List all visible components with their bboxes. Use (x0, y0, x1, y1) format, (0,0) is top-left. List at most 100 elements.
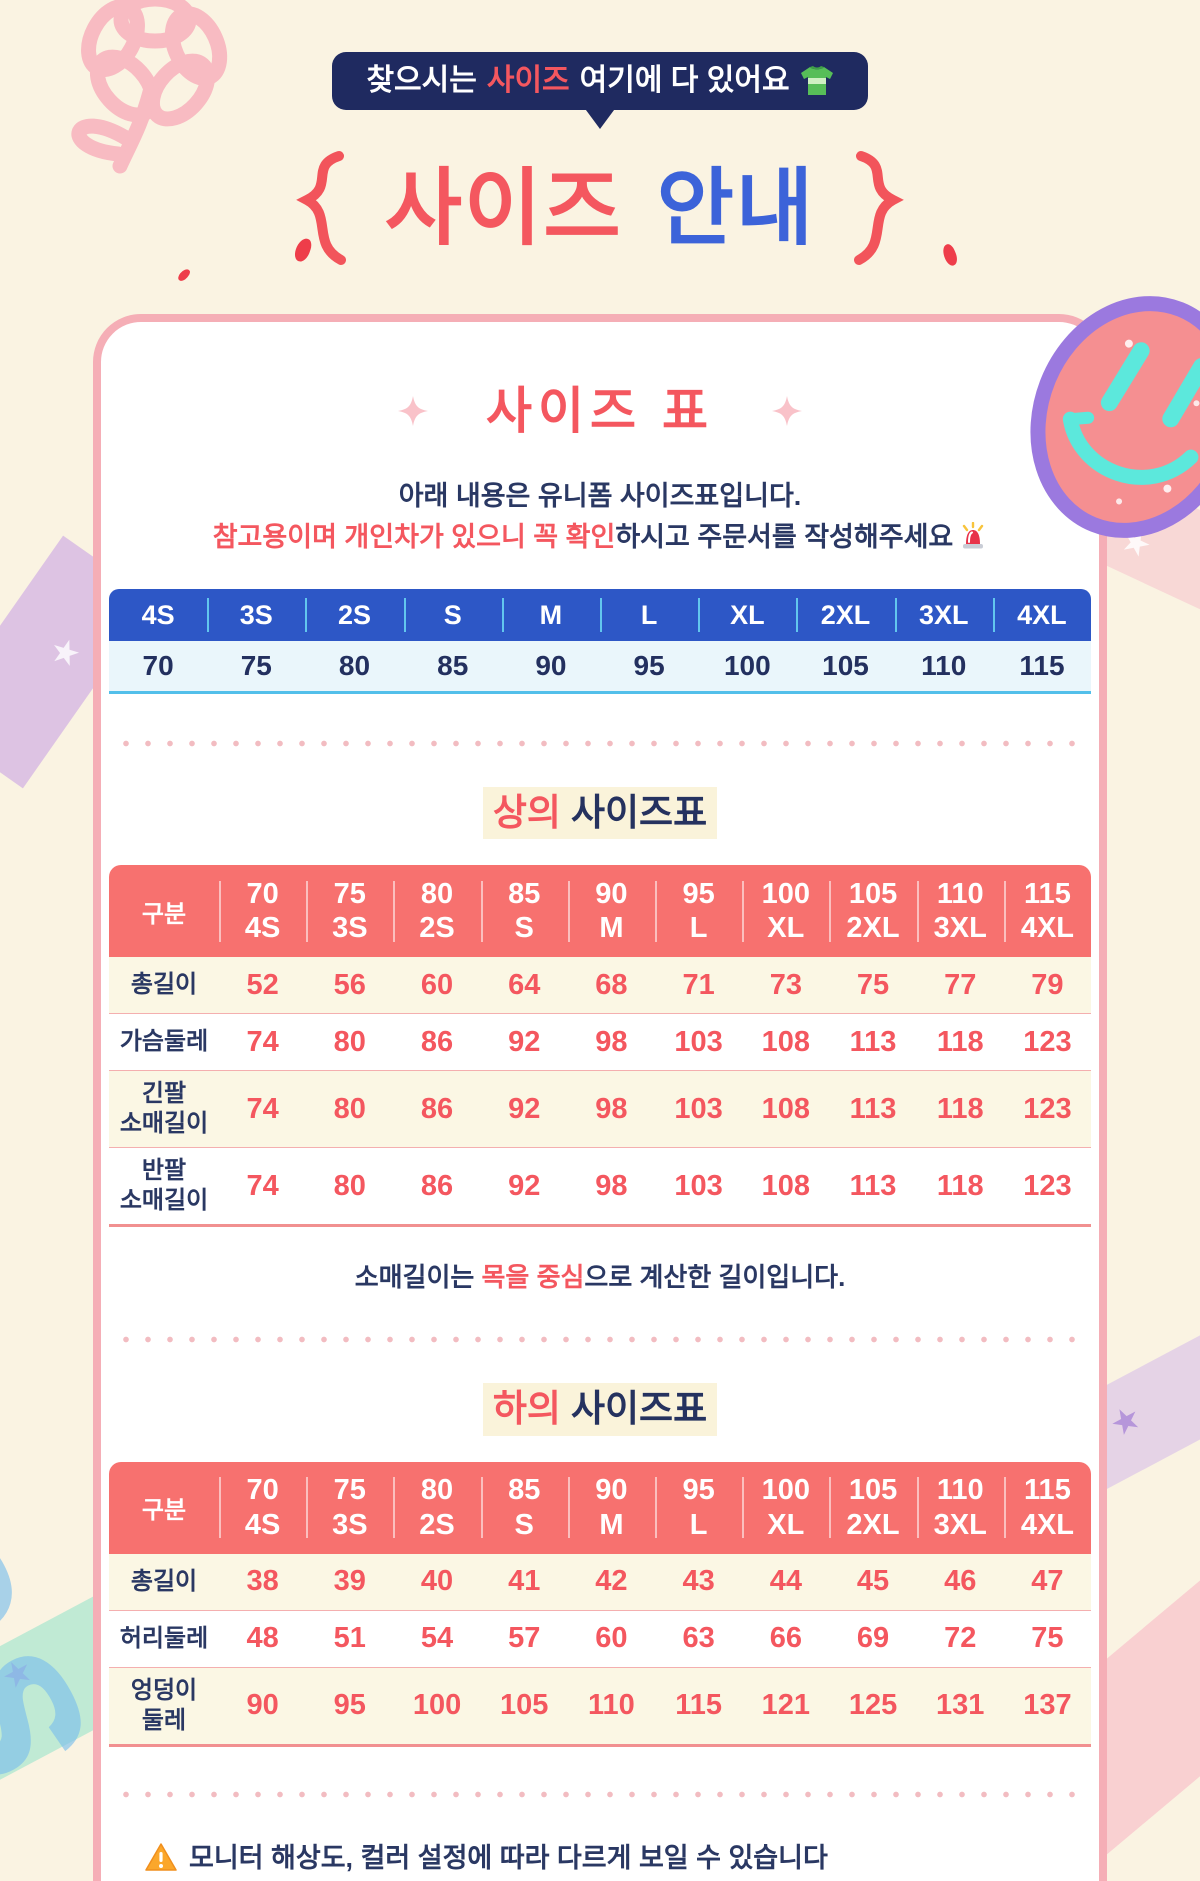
size-value: 92 (508, 1169, 541, 1202)
size-table-row: 엉덩이 둘레 90 95 100 105 110 115 121 125 131 137 (109, 1666, 1091, 1747)
size-table-header: 구분 70 4S 75 3S 80 2S 85 S 90 M 95 L 100 XL 105 2XL 110 3XL… (109, 865, 1091, 958)
size-value: 79 (1031, 968, 1064, 1001)
page-header: 찾으시는 사이즈 여기에 다 있어요 사이즈 안내 (0, 0, 1200, 266)
size-value: 75 (1031, 1622, 1064, 1655)
size-table-row: 긴팔 소매길이 74 80 86 92 98 103 108 113 118 123 (109, 1070, 1091, 1148)
row-label: 엉덩이 둘레 (130, 1676, 198, 1734)
basic-size-header-cell: S (403, 589, 502, 641)
size-value: 60 (595, 1622, 628, 1655)
basic-size-header-cell: 3S (207, 589, 305, 641)
note-post: 으로 계산한 길이입니다. (584, 1262, 846, 1293)
size-value: 66 (769, 1622, 802, 1655)
row-label: 허리둘레 (119, 1624, 209, 1652)
size-value: 103 (674, 1025, 723, 1058)
size-column-header: 115 4XL (1003, 1462, 1091, 1554)
size-value: 44 (769, 1565, 802, 1598)
page-title-red: 사이즈 (384, 161, 623, 255)
size-column-header: 75 3S (306, 1462, 393, 1554)
row-label: 가슴둘레 (119, 1028, 209, 1056)
intro-line2-navy: 하시고 주문서를 작성해주세요 (615, 521, 954, 552)
size-value: 54 (420, 1622, 454, 1655)
basic-size-value-cell: 115 (1019, 650, 1065, 681)
size-value: 105 (500, 1689, 549, 1722)
size-value: 125 (848, 1689, 898, 1722)
row-label: 긴팔 소매길이 (119, 1080, 209, 1138)
size-value: 98 (595, 1169, 628, 1202)
top-section-title-navy: 사이즈표 (570, 792, 708, 833)
size-column-header: 85 S (480, 865, 568, 957)
paint-splatter (176, 267, 192, 283)
size-value: 80 (333, 1169, 366, 1202)
size-value: 95 (333, 1689, 366, 1722)
size-table-row: 총길이 52 56 60 64 68 71 73 75 77 79 (109, 957, 1091, 1014)
size-column-header: 110 3XL (916, 865, 1004, 957)
size-value: 52 (246, 968, 279, 1001)
size-table-corner: 구분 (141, 900, 187, 928)
size-value: 86 (420, 1169, 454, 1202)
size-value: 86 (420, 1025, 454, 1058)
size-value: 40 (420, 1565, 454, 1598)
basic-size-table-header: 4S 3S 2S S M L XL 2XL 3XL 4XL (109, 589, 1091, 641)
size-column-header: 95 L (655, 865, 742, 957)
dotted-divider (115, 740, 1085, 747)
brace-doodle-right (854, 151, 905, 265)
size-value: 71 (682, 968, 715, 1001)
basic-size-header-cell: 2XL (796, 589, 894, 641)
banner-text-prefix: 찾으시는 (366, 64, 477, 97)
size-column-header: 90 M (567, 865, 655, 957)
size-column-header: 80 2S (393, 865, 480, 957)
sparkle-icon (771, 396, 802, 426)
row-label: 총길이 (130, 1567, 198, 1595)
basic-size-value-cell: 80 (338, 650, 371, 681)
dotted-divider (115, 1336, 1085, 1344)
size-value: 39 (333, 1565, 366, 1598)
basic-size-value-cell: 75 (240, 650, 272, 681)
basic-size-header-cell: 4XL (992, 589, 1091, 641)
banner-tail (583, 106, 617, 129)
bottom-size-table: 구분 70 4S 75 3S 80 2S 85 S 90 M 95 L 100 XL 105 2XL 110 3XL… (109, 1461, 1091, 1747)
size-column-header: 90 M (567, 1462, 655, 1554)
size-value: 74 (246, 1169, 279, 1202)
size-value: 113 (849, 1169, 897, 1202)
size-table-row: 반팔 소매길이 74 80 86 92 98 103 108 113 118 123 (109, 1147, 1091, 1228)
size-value: 73 (769, 968, 802, 1001)
bottom-section-title: 하의 사이즈표 (101, 1383, 1099, 1436)
basic-size-header-cell: L (600, 589, 698, 641)
size-value: 108 (761, 1169, 811, 1202)
bottom-section-title-navy: 사이즈표 (570, 1388, 708, 1430)
size-value: 115 (675, 1689, 723, 1722)
warning-icon (145, 1843, 177, 1871)
size-column-header: 95 L (655, 1462, 742, 1554)
size-column-header: 105 2XL (829, 865, 916, 957)
banner-text-highlight: 사이즈 (486, 64, 570, 97)
size-value: 43 (682, 1565, 715, 1598)
top-section-title: 상의 사이즈표 (101, 787, 1099, 840)
size-value: 86 (420, 1092, 454, 1125)
size-value: 77 (944, 968, 977, 1001)
size-table-row: 가슴둘레 74 80 86 92 98 103 108 113 118 123 (109, 1013, 1091, 1071)
size-value: 48 (246, 1622, 279, 1655)
note-red: 목을 중심 (481, 1262, 585, 1293)
size-value: 69 (856, 1622, 890, 1655)
size-value: 108 (761, 1025, 811, 1058)
size-value: 74 (246, 1092, 279, 1125)
size-value: 56 (333, 968, 366, 1001)
intro-line2: 참고용이며 개인차가 있으니 꼭 확인하시고 주문서를 작성해주세요 (101, 517, 1099, 558)
card-title-row: 사이즈 표 (101, 386, 1099, 436)
basic-size-value-cell: 105 (822, 650, 869, 681)
intro-line2-red: 참고용이며 개인차가 있으니 꼭 확인 (212, 521, 616, 552)
banner-text-suffix: 여기에 다 있어요 (579, 64, 790, 97)
size-value: 123 (1023, 1092, 1072, 1125)
size-value: 45 (856, 1565, 890, 1598)
note-pre: 소매길이는 (354, 1262, 482, 1293)
size-value: 113 (849, 1025, 897, 1058)
card-title: 사이즈 표 (486, 383, 714, 439)
size-value: 123 (1023, 1169, 1072, 1202)
size-value: 131 (936, 1689, 985, 1722)
size-column-header: 100 XL (742, 1462, 829, 1554)
size-value: 118 (936, 1025, 984, 1058)
size-column-header: 110 3XL (916, 1462, 1004, 1554)
size-value: 103 (674, 1169, 723, 1202)
size-value: 123 (1023, 1025, 1072, 1058)
